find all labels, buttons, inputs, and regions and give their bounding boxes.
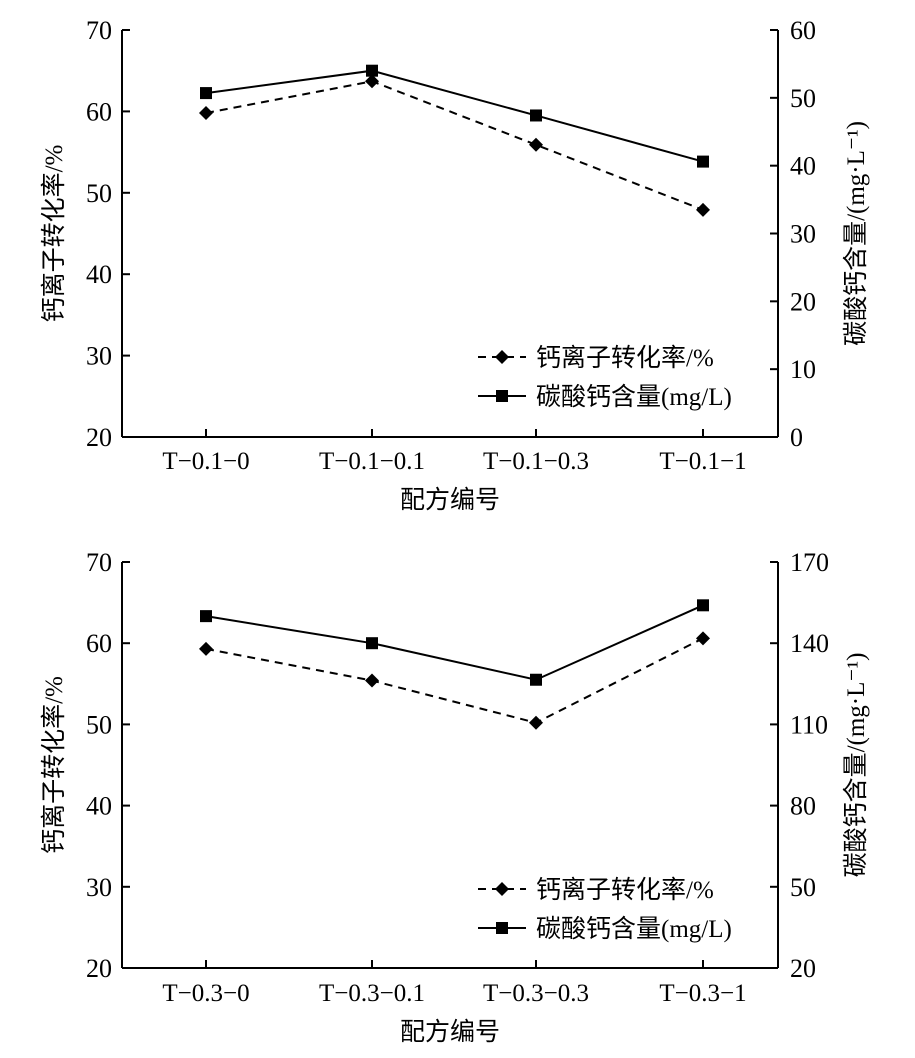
left-tick-label: 30 bbox=[86, 342, 112, 371]
x-tick-label: T−0.1−0 bbox=[162, 448, 249, 475]
data-point-square bbox=[366, 637, 378, 650]
x-tick-label: T−0.3−1 bbox=[659, 980, 746, 1007]
series-line bbox=[205, 80, 704, 211]
x-tick-label: T−0.3−0 bbox=[162, 980, 249, 1007]
right-tick-label: 30 bbox=[790, 220, 816, 249]
data-point-square bbox=[530, 673, 542, 686]
right-tick-label: 10 bbox=[790, 355, 816, 384]
left-tick-label: 40 bbox=[86, 792, 112, 821]
right-tick-label: 0 bbox=[790, 423, 803, 452]
legend-label: 钙离子转化率/% bbox=[536, 344, 714, 372]
left-axis-title: 钙离子转化率/% bbox=[40, 145, 68, 323]
series-1 bbox=[199, 631, 710, 730]
data-point-diamond bbox=[365, 673, 379, 688]
left-tick-label: 60 bbox=[86, 629, 112, 658]
left-tick-label: 50 bbox=[86, 710, 112, 739]
series-line bbox=[205, 637, 704, 724]
right-tick-label: 170 bbox=[790, 548, 829, 577]
data-point-square bbox=[697, 155, 709, 168]
series-2 bbox=[200, 599, 709, 686]
left-tick-label: 30 bbox=[86, 873, 112, 902]
left-tick-label: 50 bbox=[86, 179, 112, 208]
series-1 bbox=[199, 74, 710, 217]
data-point-diamond bbox=[529, 715, 543, 730]
left-tick-label: 60 bbox=[86, 97, 112, 126]
data-point-square bbox=[200, 610, 212, 623]
data-point-square bbox=[366, 64, 378, 77]
x-tick-label: T−0.1−0.3 bbox=[483, 448, 589, 475]
left-axis-title: 钙离子转化率/% bbox=[40, 676, 68, 854]
legend-marker-diamond bbox=[495, 350, 509, 364]
data-point-diamond bbox=[365, 74, 379, 89]
data-point-diamond bbox=[696, 631, 710, 646]
right-tick-label: 50 bbox=[790, 873, 816, 902]
data-point-square bbox=[200, 87, 212, 100]
series-2 bbox=[200, 64, 709, 168]
right-axis-title: 碳酸钙含量/(mg·L⁻¹) bbox=[842, 653, 870, 878]
x-tick-label: T−0.1−0.1 bbox=[319, 448, 425, 475]
legend: 钙离子转化率/% 碳酸钙含量(mg/L) bbox=[478, 876, 732, 943]
right-tick-label: 50 bbox=[790, 84, 816, 113]
legend-label: 碳酸钙含量(mg/L) bbox=[536, 383, 732, 411]
data-point-square bbox=[697, 599, 709, 612]
legend-marker-square bbox=[496, 922, 508, 934]
legend: 钙离子转化率/% 碳酸钙含量(mg/L) bbox=[478, 344, 732, 411]
data-point-diamond bbox=[696, 202, 710, 217]
right-tick-label: 40 bbox=[790, 152, 816, 181]
right-tick-label: 140 bbox=[790, 629, 829, 658]
data-point-square bbox=[530, 109, 542, 122]
legend-label: 钙离子转化率/% bbox=[536, 876, 714, 904]
series-line bbox=[205, 604, 704, 681]
data-point-diamond bbox=[529, 137, 543, 152]
legend-label: 碳酸钙含量(mg/L) bbox=[536, 915, 732, 943]
right-tick-label: 110 bbox=[790, 710, 828, 739]
data-point-diamond bbox=[199, 641, 213, 656]
left-tick-label: 20 bbox=[86, 423, 112, 452]
x-tick-label: T−0.3−0.3 bbox=[483, 980, 589, 1007]
left-tick-label: 70 bbox=[86, 548, 112, 577]
right-tick-label: 80 bbox=[790, 792, 816, 821]
x-tick-label: T−0.1−1 bbox=[659, 448, 746, 475]
legend-marker-diamond bbox=[495, 882, 509, 896]
left-tick-label: 40 bbox=[86, 260, 112, 289]
x-axis-title: 配方编号 bbox=[400, 486, 500, 514]
left-tick-label: 70 bbox=[86, 16, 112, 45]
chart-panel-1: 20 30 40 50 60 70 0 10 20 30 40 50 60 T−0.1−0 T−0.1−0.… bbox=[40, 16, 870, 514]
right-axis-title: 碳酸钙含量/(mg·L⁻¹) bbox=[842, 121, 870, 346]
x-tick-label: T−0.3−0.1 bbox=[319, 980, 425, 1007]
left-tick-label: 20 bbox=[86, 954, 112, 983]
series-line bbox=[205, 69, 704, 163]
chart-panel-2: 20 30 40 50 60 70 20 50 80 110 140 170 T−0.3−0 T−0.3−… bbox=[40, 548, 870, 1046]
legend-marker-square bbox=[496, 390, 508, 402]
right-tick-label: 60 bbox=[790, 16, 816, 45]
data-point-diamond bbox=[199, 106, 213, 121]
right-tick-label: 20 bbox=[790, 287, 816, 316]
x-axis-title: 配方编号 bbox=[400, 1018, 500, 1046]
right-tick-label: 20 bbox=[790, 954, 816, 983]
